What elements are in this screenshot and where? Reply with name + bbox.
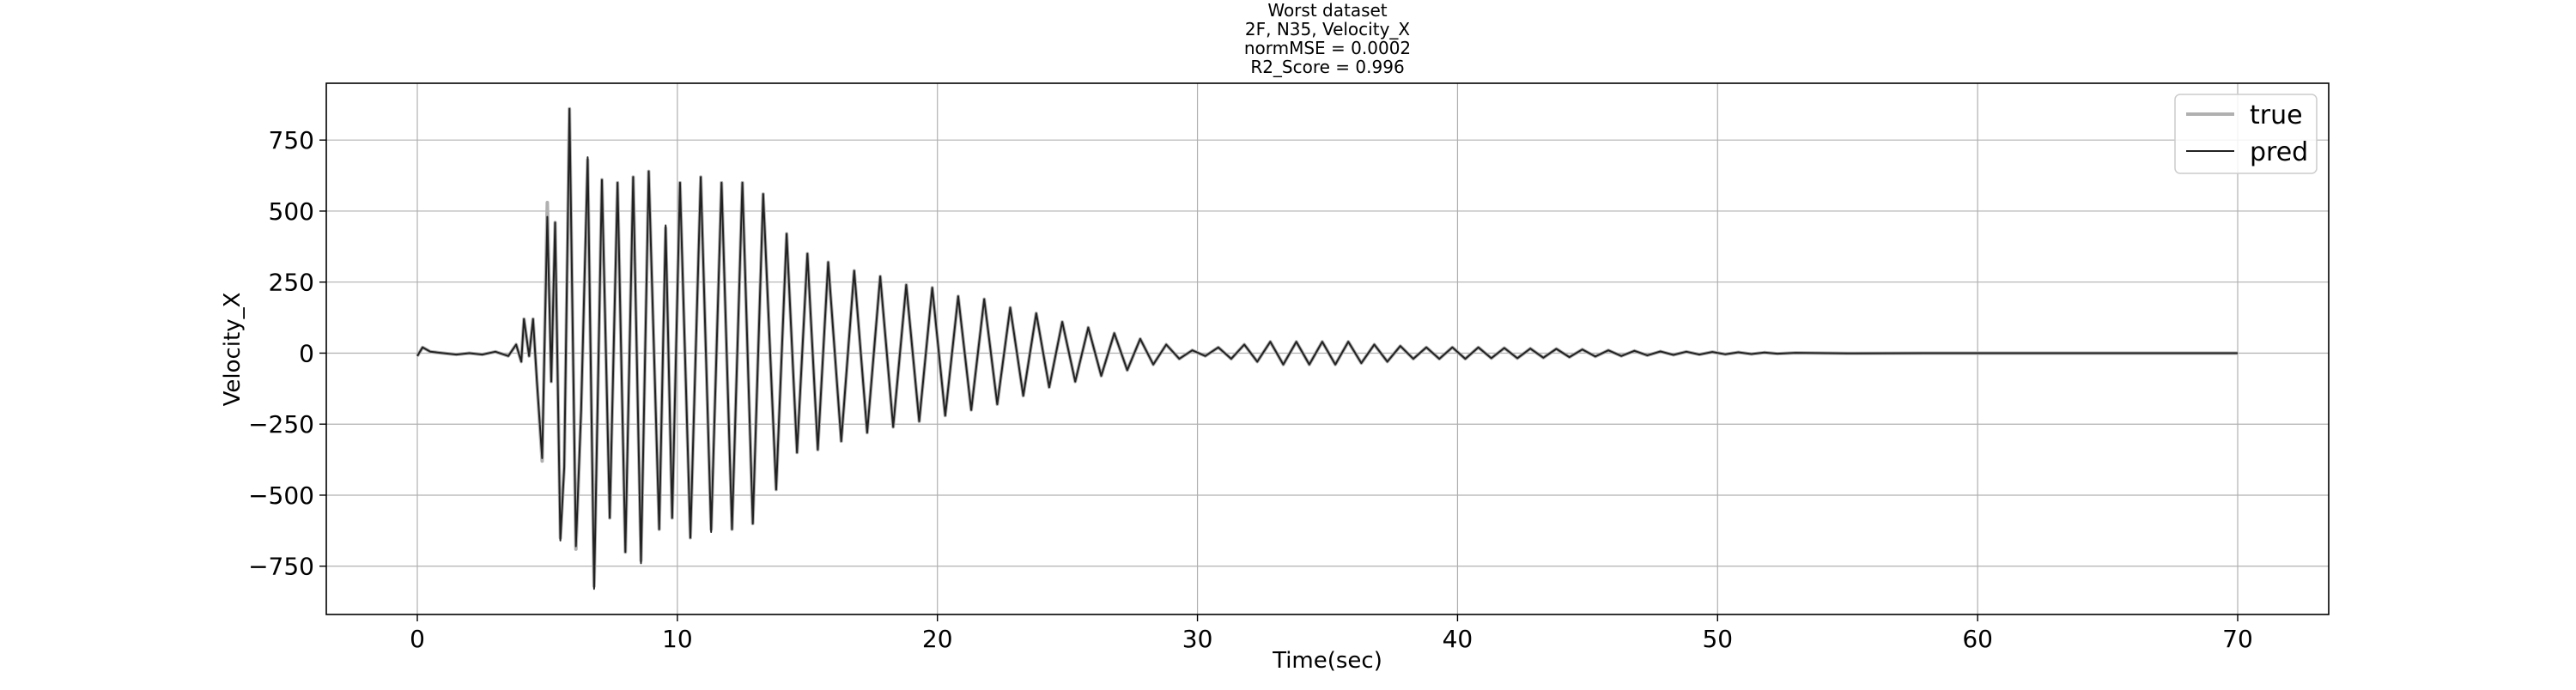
x-tick-label: 40: [1443, 625, 1473, 653]
x-axis-ticks: 0 10 20 30 40 50 60 70: [410, 614, 2253, 653]
x-tick-label: 70: [2222, 625, 2253, 653]
title-line: R2_Score = 0.996: [1250, 57, 1404, 77]
y-tick-label: 500: [269, 197, 314, 226]
title-line: normMSE = 0.0002: [1244, 38, 1411, 58]
x-tick-label: 0: [410, 625, 425, 653]
y-tick-label: −250: [248, 410, 314, 439]
x-tick-label: 60: [1962, 625, 1993, 653]
y-tick-label: 0: [299, 339, 314, 367]
y-tick-label: −750: [248, 553, 314, 581]
y-tick-label: −500: [248, 481, 314, 510]
title-line: 2F, N35, Velocity_X: [1245, 19, 1411, 39]
chart-title: Worst dataset 2F, N35, Velocity_X normMS…: [1244, 0, 1411, 77]
y-tick-label: 250: [269, 269, 314, 297]
series-layer: [416, 106, 2238, 590]
plot-area-frame: [325, 82, 2330, 615]
legend: true pred: [2174, 94, 2318, 174]
y-tick-label: 750: [269, 126, 314, 154]
x-tick-label: 10: [662, 625, 693, 653]
x-tick-label: 50: [1702, 625, 1733, 653]
y-axis-ticks: −750 −500 −250 0 250 500 750: [248, 126, 326, 581]
y-axis-label: Velocity_X: [220, 293, 246, 407]
title-line: Worst dataset: [1267, 0, 1387, 21]
x-tick-label: 30: [1182, 625, 1213, 653]
series-line-pred: [416, 107, 2238, 590]
x-tick-label: 20: [922, 625, 953, 653]
legend-label-true: true: [2250, 100, 2303, 130]
legend-label-pred: pred: [2250, 137, 2308, 167]
x-axis-label: Time(sec): [1272, 648, 1382, 674]
